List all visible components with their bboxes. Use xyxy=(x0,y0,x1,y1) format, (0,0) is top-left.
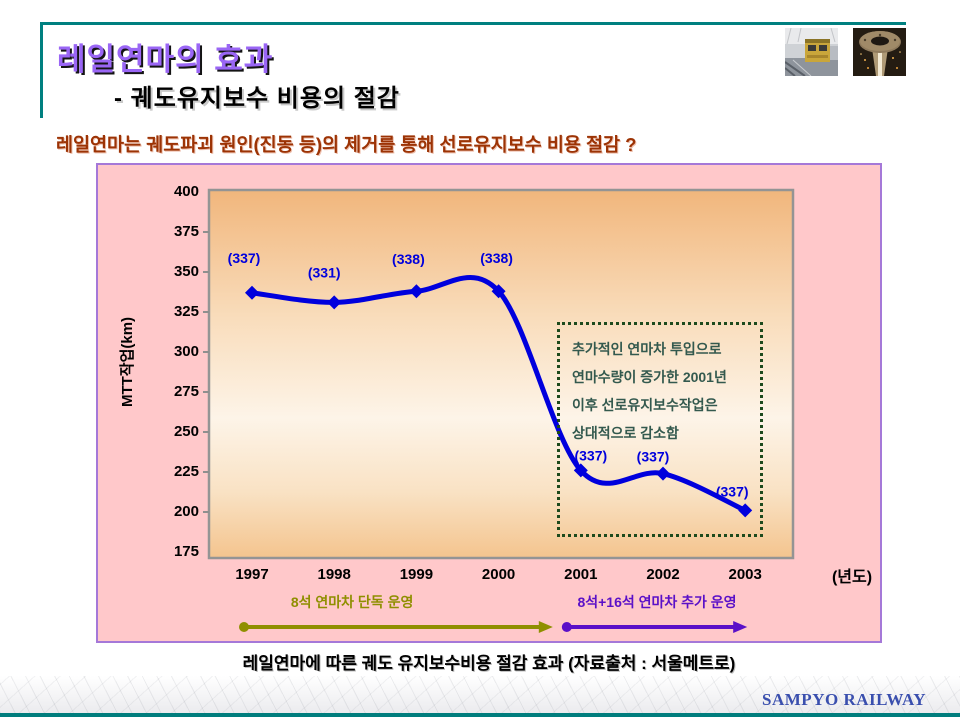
x-axis-tick-label: 1999 xyxy=(399,566,434,583)
x-axis-title: (년도) xyxy=(831,569,873,586)
chart-panel: MTT작업(km) 400 375 350 325 300 275 250 225 200 175… xyxy=(96,163,882,643)
annotation-box: 추가적인 연마차 투입으로 연마수량이 증가한 2001년 이후 선로유지보수작… xyxy=(557,322,763,537)
data-point-label: (337) xyxy=(574,447,607,463)
x-axis-tick-label: 2000 xyxy=(481,566,516,583)
footer-brand: SAMPYO RAILWAY xyxy=(762,690,926,709)
data-point-label: (337) xyxy=(716,483,749,499)
data-point-marker xyxy=(573,463,588,478)
chart-caption: 레일연마에 따른 궤도 유지보수비용 절감 효과 (자료출처 : 서울메트로) xyxy=(242,654,736,673)
y-axis-tick-label: 175 xyxy=(173,543,199,560)
x-axis-tick-label: 2003 xyxy=(728,566,762,583)
rail-grinding-train-photo xyxy=(785,28,838,76)
data-point-marker xyxy=(409,284,424,299)
arrow-head xyxy=(733,621,748,633)
data-point-label: (331) xyxy=(308,264,341,280)
y-axis-tick-label: 400 xyxy=(173,183,199,200)
data-point-marker xyxy=(491,284,506,299)
y-axis-tick-label: 200 xyxy=(173,503,199,520)
grinding-wheel-sparks-photo xyxy=(853,28,906,76)
y-axis-tick-label: 325 xyxy=(173,303,199,320)
period-arrows: 8석 연마차 단독 운영 8석+16석 연마차 추가 운영 xyxy=(239,594,748,633)
y-axis-title: MTT작업(km) xyxy=(119,316,136,408)
y-axis-tick-label: 350 xyxy=(173,263,199,280)
plot-area xyxy=(207,188,795,560)
lead-statement: 레일연마는 궤도파괴 원인(진동 등)의 제거를 통해 선로유지보수 비용 절감… xyxy=(56,134,637,155)
y-axis-tick-label: 225 xyxy=(173,463,199,480)
data-point-label: (337) xyxy=(228,250,261,266)
y-axis-tick-label: 250 xyxy=(173,423,199,440)
slide-subtitle: - 궤도유지보수 비용의 절감 xyxy=(114,85,400,112)
annotation-line: 이후 선로유지보수작업은 xyxy=(572,397,718,413)
x-axis-tick-label: 2002 xyxy=(646,566,680,583)
data-point-marker xyxy=(245,285,259,300)
line-chart-canvas: (337) (331) (338) (338) (337) (337) (337) xyxy=(203,188,795,560)
x-axis-tick-label: 2001 xyxy=(564,566,598,583)
arrow-head xyxy=(538,621,553,633)
footer-band xyxy=(0,676,960,713)
x-axis-tick-label: 1997 xyxy=(235,566,269,583)
period-arrow-label: 8석 연마차 단독 운영 xyxy=(291,594,414,610)
annotation-line: 연마수량이 증가한 2001년 xyxy=(572,369,727,385)
top-frame-line xyxy=(40,22,906,25)
y-axis-tick-label: 375 xyxy=(173,223,199,240)
annotation-line: 상대적으로 감소함 xyxy=(572,425,679,441)
y-axis-tick-label: 300 xyxy=(173,343,199,360)
data-point-marker xyxy=(327,295,342,310)
data-point-marker xyxy=(656,466,670,481)
y-axis-tick-label: 275 xyxy=(173,383,199,400)
annotation-line: 추가적인 연마차 투입으로 xyxy=(572,341,722,357)
footer-divider-bar xyxy=(0,713,960,717)
data-point-label: (337) xyxy=(637,449,670,465)
slide-title: 레일연마의 효과 xyxy=(57,42,274,77)
data-point-marker xyxy=(738,503,753,518)
left-frame-line xyxy=(40,22,43,118)
period-arrow-label: 8석+16석 연마차 추가 운영 xyxy=(577,594,736,610)
x-axis-tick-label: 1998 xyxy=(317,566,351,583)
data-point-label: (338) xyxy=(392,251,425,267)
data-point-label: (338) xyxy=(480,250,513,266)
